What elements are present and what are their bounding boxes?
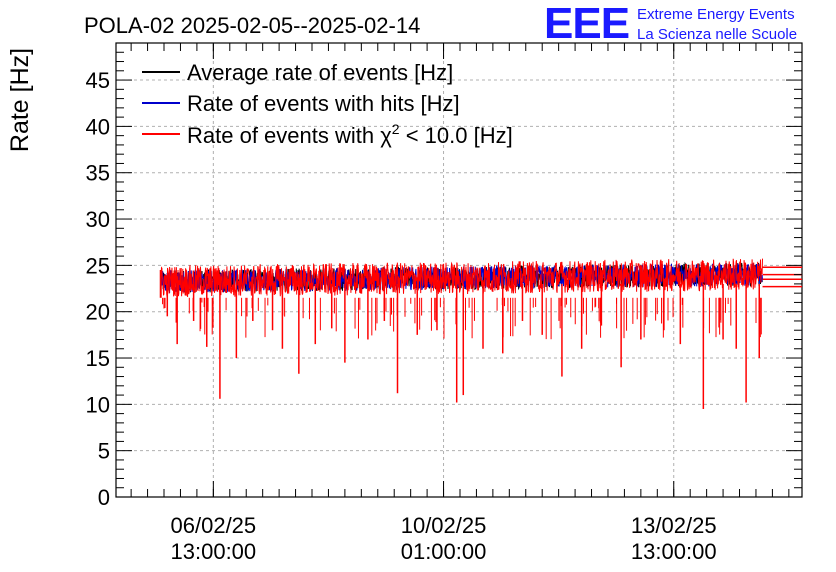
x-tick-label-time: 01:00:00 <box>401 539 487 564</box>
y-tick-label: 40 <box>86 114 110 139</box>
y-tick-label: 20 <box>86 300 110 325</box>
legend-chi2-main: Rate of events with <box>187 123 380 148</box>
x-tick-label-time: 13:00:00 <box>171 539 257 564</box>
series-line-2 <box>160 258 763 298</box>
eee-logo-text: EEE <box>544 0 629 48</box>
x-tick-label-date: 13/02/25 <box>631 513 717 538</box>
legend-label-hits: Rate of events with hits [Hz] <box>187 91 460 116</box>
plot-area-frame <box>115 42 803 498</box>
y-tick-label: 25 <box>86 253 110 278</box>
legend-chi2-superscript: 2 <box>392 121 400 137</box>
brand-line-1: Extreme Energy Events <box>637 6 795 23</box>
axes: 05101520253035404506/02/2513:00:0010/02/… <box>86 43 802 564</box>
chart-title: POLA-02 2025-02-05--2025-02-14 <box>84 13 420 38</box>
y-tick-label: 0 <box>98 485 110 510</box>
legend-chi2-rest: < 10.0 [Hz] <box>400 123 513 148</box>
y-tick-label: 10 <box>86 392 110 417</box>
legend-label-chi2: Rate of events with χ2 < 10.0 [Hz] <box>187 121 513 148</box>
y-axis-label: Rate [Hz] <box>6 48 34 152</box>
y-tick-label: 45 <box>86 68 110 93</box>
x-tick-label-date: 10/02/25 <box>401 513 487 538</box>
y-tick-label: 35 <box>86 161 110 186</box>
legend-chi2-symbol: χ <box>380 123 392 148</box>
y-tick-label: 15 <box>86 346 110 371</box>
y-tick-label: 30 <box>86 207 110 232</box>
y-tick-label: 5 <box>98 439 110 464</box>
brand-line-2: La Scienza nelle Scuole <box>637 26 797 43</box>
x-tick-label-time: 13:00:00 <box>631 539 717 564</box>
data-series <box>159 258 802 409</box>
legend: Average rate of events [Hz] Rate of even… <box>142 60 513 148</box>
x-tick-label-date: 06/02/25 <box>171 513 257 538</box>
legend-label-average: Average rate of events [Hz] <box>187 60 453 85</box>
grid-lines <box>116 43 802 497</box>
